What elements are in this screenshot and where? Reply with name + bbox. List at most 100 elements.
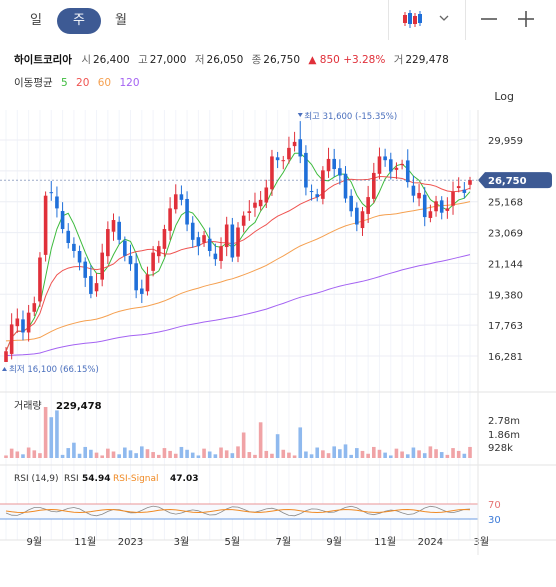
volume-bar <box>439 452 444 458</box>
volume-bar <box>428 446 433 458</box>
candle-body <box>462 189 467 193</box>
volume-bar <box>258 422 263 458</box>
period-day-button[interactable]: 일 <box>30 13 42 28</box>
candle-body <box>106 229 110 257</box>
volume-bar <box>332 446 336 458</box>
volume-bar <box>400 451 404 458</box>
candle-body <box>400 163 404 166</box>
current-price-label: 26,750 <box>488 176 527 187</box>
volume-bar <box>377 449 382 458</box>
volume-bar <box>264 450 269 458</box>
volume-bar <box>21 454 25 458</box>
volume-bar <box>355 448 359 458</box>
ma-line-120 <box>5 254 471 357</box>
candle-body <box>275 157 280 161</box>
x-axis-label: 7월 <box>275 536 291 548</box>
volume-bar <box>106 448 110 458</box>
volume-bar <box>315 447 320 458</box>
candle-body <box>445 208 450 211</box>
volume-bar <box>388 455 393 458</box>
volume-bar <box>326 453 331 458</box>
period-week-button[interactable]: 주 <box>57 8 101 34</box>
stock-name: 하이트코리아 <box>14 54 72 66</box>
candle-body <box>258 199 263 207</box>
candle-body <box>343 173 348 199</box>
volume-bar <box>321 450 325 458</box>
candle-body <box>377 156 382 174</box>
x-axis-label: 3월 <box>474 536 490 548</box>
volume-bar <box>360 450 365 458</box>
volume-bar <box>185 449 189 458</box>
candle-body <box>372 172 376 199</box>
open-price: 26,400 <box>92 54 130 66</box>
candle-body <box>162 229 167 249</box>
x-axis-label: 11월 <box>374 536 396 548</box>
volume-tick-label: 1.86m <box>488 430 520 441</box>
price-change: ▲ 850 <box>308 54 340 66</box>
volume-bar <box>134 453 138 458</box>
candle-body <box>270 156 274 190</box>
ma-5: 5 <box>60 77 68 89</box>
candle-body <box>383 156 387 161</box>
volume-bar <box>60 454 65 458</box>
volume-bar <box>394 448 399 458</box>
candle-body <box>134 263 138 291</box>
candle-body <box>230 224 235 258</box>
volume-value: 229,478 <box>405 54 449 66</box>
candle-body <box>77 250 82 263</box>
volume-bar <box>83 446 88 458</box>
candle-body <box>26 312 31 333</box>
volume-bar <box>66 448 71 458</box>
volume-bar <box>49 417 54 458</box>
high-price: 27,000 <box>149 54 187 66</box>
rsi-upper-label: 70 <box>488 500 501 511</box>
x-axis-label: 11월 <box>74 536 96 548</box>
candle-body <box>405 160 410 183</box>
log-scale-button[interactable]: Log <box>494 90 514 103</box>
volume-bar <box>383 452 387 458</box>
candle-body <box>123 240 127 256</box>
period-month-button[interactable]: 월 <box>115 13 127 28</box>
volume-bar <box>468 446 472 458</box>
volume-bar <box>241 432 246 458</box>
volume-bar <box>100 455 104 458</box>
volume-bar <box>304 451 308 458</box>
volume-bar <box>349 454 353 458</box>
volume-tick-label: 928k <box>488 443 513 454</box>
candle-body <box>388 159 393 172</box>
candle-body <box>315 194 320 198</box>
candle-body <box>411 185 416 196</box>
volume-bar <box>111 451 116 458</box>
candle-body <box>456 186 461 189</box>
volume-bar <box>309 454 314 458</box>
candle-body <box>151 252 155 271</box>
volume-bar <box>128 450 133 458</box>
candle-body <box>173 194 178 210</box>
candle-body <box>264 187 269 203</box>
candle-body <box>72 243 76 251</box>
candle-body <box>32 303 37 312</box>
volume-bar <box>224 450 229 458</box>
candle-body <box>117 221 121 240</box>
high-annotation: 최고 31,600 (-15.35%) <box>304 111 397 122</box>
rsi-band <box>0 504 478 519</box>
volume-bar <box>196 455 201 458</box>
candle-body <box>190 222 195 240</box>
volume-bar <box>292 455 297 458</box>
volume-bar <box>145 449 150 458</box>
volume-bar <box>15 451 20 458</box>
price-tick-label: 29,959 <box>488 136 523 147</box>
rsi-signal-line <box>5 508 471 514</box>
rsi-label: RSI <box>64 474 79 484</box>
candle-body <box>66 230 71 243</box>
volume-bar <box>168 450 172 458</box>
candle-body <box>111 220 116 232</box>
high-marker-icon <box>297 113 303 117</box>
moving-average-legend[interactable]: 이동평균 5 20 60 120 <box>14 77 140 89</box>
candle-body <box>38 257 42 302</box>
low-marker-icon <box>2 367 7 371</box>
candle-body <box>83 261 88 278</box>
volume-bar <box>179 446 184 458</box>
volume-bar <box>338 449 342 458</box>
